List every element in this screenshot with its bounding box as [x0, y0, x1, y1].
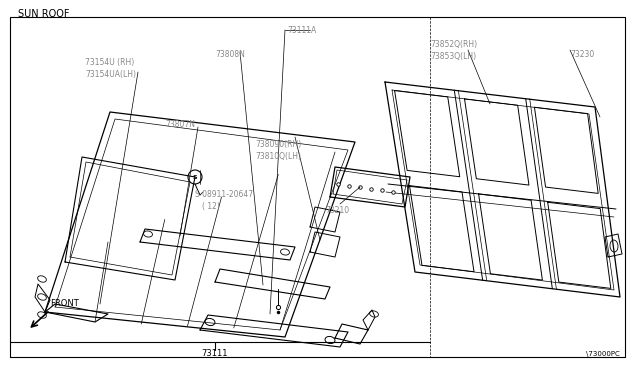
Text: ( 12): ( 12) [202, 202, 220, 211]
Text: S: S [193, 174, 197, 180]
Text: SUN ROOF: SUN ROOF [18, 9, 70, 19]
Text: 73853Q(LH): 73853Q(LH) [430, 51, 476, 61]
Text: 73111: 73111 [202, 350, 228, 359]
Text: 73230: 73230 [570, 49, 595, 58]
Text: 73808N: 73808N [215, 49, 245, 58]
Text: 738090(RH): 738090(RH) [255, 140, 301, 148]
Text: 73154UA(LH): 73154UA(LH) [85, 70, 136, 78]
Text: 73852Q(RH): 73852Q(RH) [430, 39, 477, 48]
Text: S 08911-20647: S 08911-20647 [195, 189, 253, 199]
Text: 73807N: 73807N [165, 119, 195, 128]
Text: 73111A: 73111A [287, 26, 316, 35]
Text: \73000PC: \73000PC [586, 351, 620, 357]
Text: 73154U (RH): 73154U (RH) [85, 58, 134, 67]
Text: 73810Q(LH): 73810Q(LH) [255, 151, 301, 160]
Text: 73210: 73210 [325, 205, 349, 215]
Text: FRONT: FRONT [50, 299, 79, 308]
